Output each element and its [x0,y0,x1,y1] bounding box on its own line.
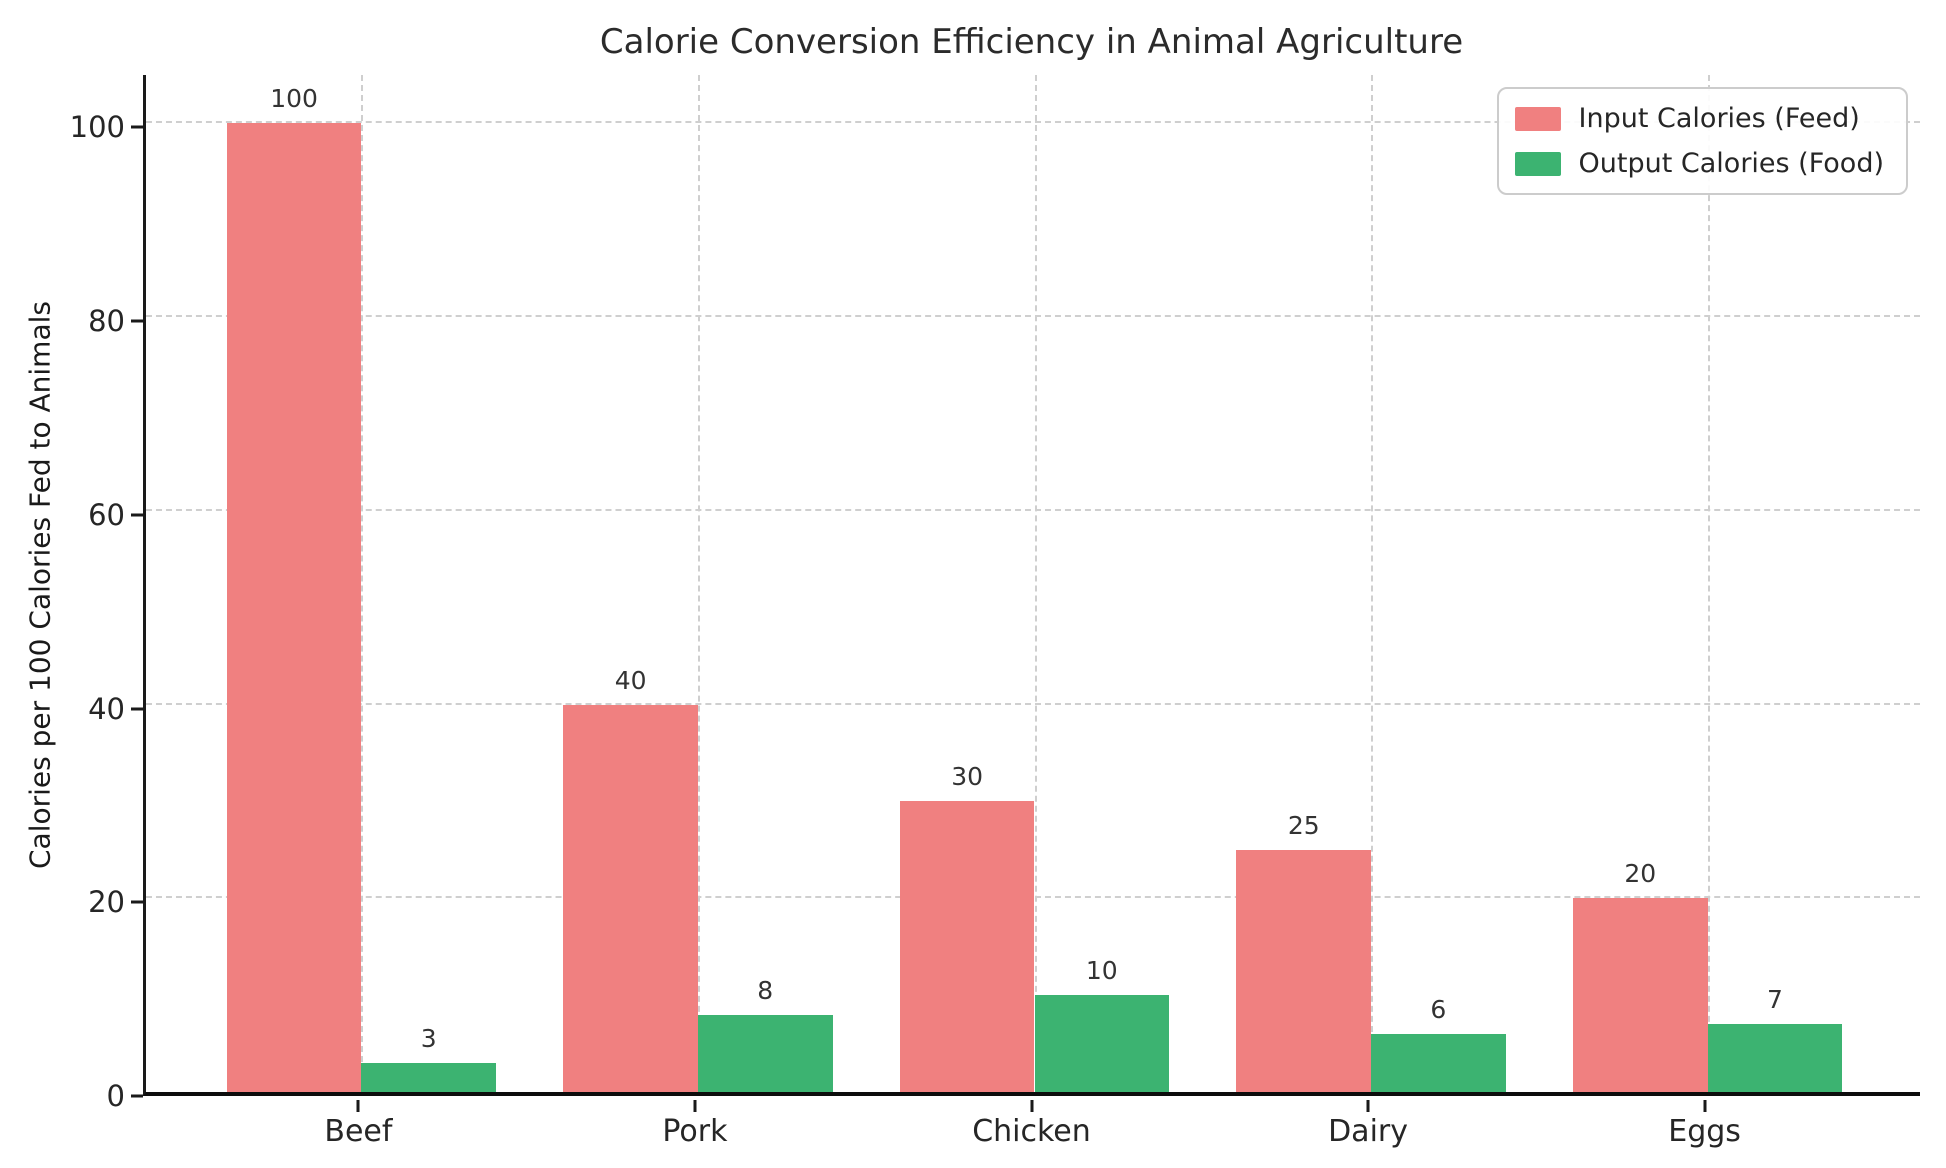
bar-dairy-output [1371,1033,1506,1092]
x-tick-label: Chicken [972,1114,1091,1149]
v-gridline [361,75,364,1092]
bar-beef-output [361,1062,496,1092]
bar-beef-input [226,123,362,1092]
bar-value-label: 20 [1624,859,1657,889]
v-gridline [697,75,700,1092]
v-gridline [1707,75,1710,1092]
x-tick-label: Pork [662,1114,728,1149]
bar-value-label: 8 [757,975,774,1005]
bar-value-label: 25 [1287,810,1320,840]
bar-dairy-input [1236,849,1372,1092]
bar-value-label: 6 [1430,994,1447,1024]
chart-title: Calorie Conversion Efficiency in Animal … [599,22,1464,62]
bar-pork-output [697,1014,833,1092]
v-gridline [1371,75,1374,1092]
legend-label: Input Calories (Feed) [1578,103,1860,134]
legend-swatch [1514,106,1561,131]
y-tick-label: 40 [88,691,125,726]
bar-chicken-input [899,801,1035,1092]
bar-value-label: 100 [270,84,318,114]
x-tick-mark [1030,1100,1033,1112]
y-tick-mark [131,319,143,323]
h-gridline [146,315,1920,318]
y-tick-label: 60 [88,497,125,532]
y-tick-mark [131,513,143,517]
bar-pork-input [563,704,698,1092]
y-tick-mark [131,707,143,711]
h-gridline [146,508,1920,511]
legend: Input Calories (Feed) Output Calories (Fo… [1496,87,1908,195]
x-tick-label: Eggs [1668,1114,1741,1149]
bar-eggs-input [1572,898,1708,1092]
h-gridline [146,702,1920,705]
plot-area: Input Calories (Feed) Output Calories (Fo… [143,75,1920,1096]
y-tick-mark [131,1094,143,1098]
y-tick-label: 80 [88,304,125,339]
legend-label: Output Calories (Food) [1578,148,1884,179]
x-tick-mark [1703,1100,1707,1112]
bar-value-label: 3 [420,1023,437,1053]
y-tick-label: 20 [88,885,125,920]
bar-value-label: 30 [951,762,984,792]
legend-swatch [1514,151,1561,176]
y-tick-label: 0 [106,1079,125,1113]
bar-chicken-output [1034,995,1170,1092]
y-tick-mark [131,125,143,129]
bar-value-label: 10 [1085,956,1118,986]
x-tick-mark [1366,1100,1370,1112]
x-tick-mark [693,1100,697,1112]
y-tick-mark [131,900,143,904]
bar-value-label: 40 [614,665,647,695]
x-tick-label: Dairy [1328,1114,1409,1149]
x-axis-ticks: Beef Pork Chicken Dairy Eggs [143,1100,1920,1160]
legend-entry: Output Calories (Food) [1514,148,1884,179]
bar-value-label: 7 [1766,985,1783,1015]
bar-eggs-output [1707,1024,1843,1092]
v-gridline [1034,75,1037,1092]
legend-entry: Input Calories (Feed) [1514,103,1884,134]
y-tick-label: 100 [69,110,125,145]
x-tick-label: Beef [324,1114,393,1149]
h-gridline [146,121,1920,124]
y-axis-ticks: 0 20 40 60 80 100 [0,75,143,1113]
x-tick-mark [356,1100,360,1112]
